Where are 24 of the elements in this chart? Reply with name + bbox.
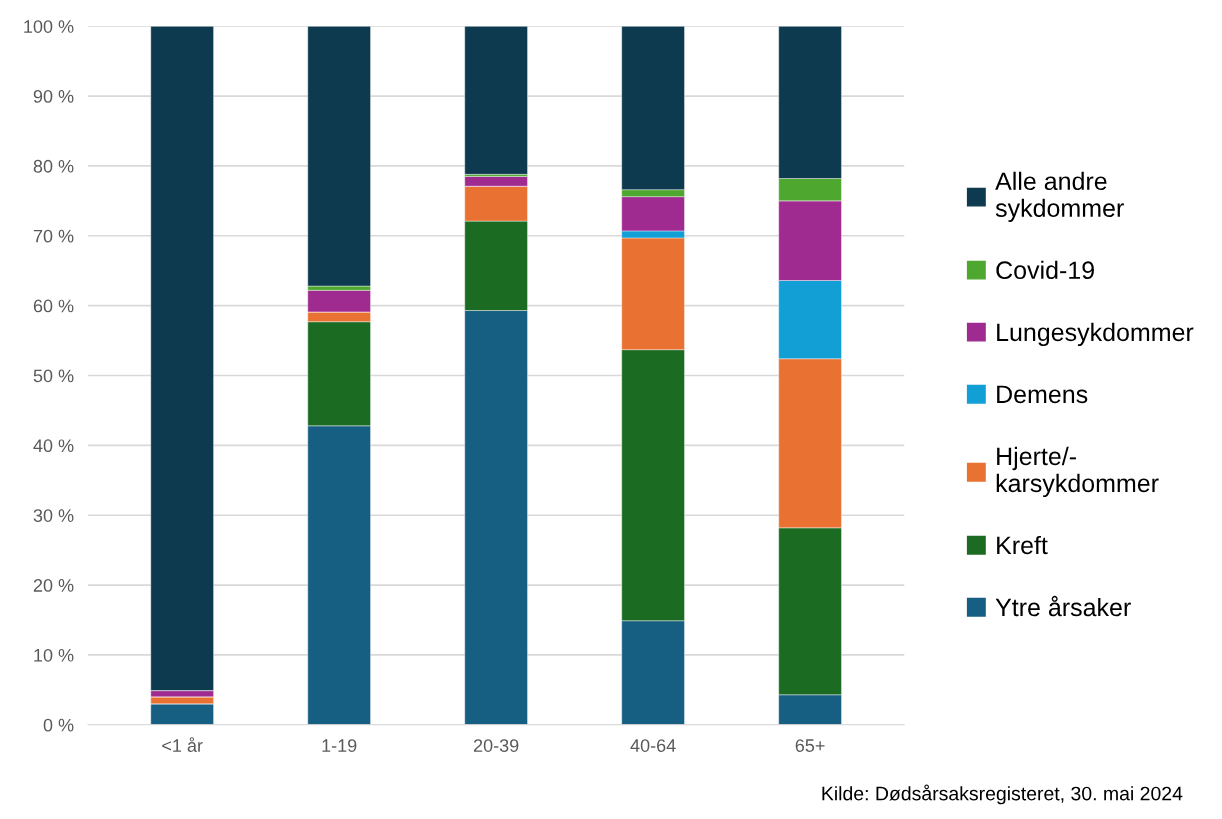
y-tick-label: 50 % bbox=[33, 369, 74, 383]
x-tick-label: 1-19 bbox=[322, 739, 357, 752]
y-tick-label: 90 % bbox=[33, 90, 74, 103]
y-tick-label: 10 % bbox=[34, 648, 74, 662]
legend-label: Covid-19 bbox=[996, 260, 1094, 280]
x-tick-label: 40-64 bbox=[630, 739, 676, 752]
legend-label: Kreft bbox=[997, 535, 1048, 555]
y-tick-label: 100 % bbox=[24, 20, 74, 33]
legend-label: Alle andre sykdommer bbox=[995, 171, 1124, 222]
y-tick-label: 80 % bbox=[33, 159, 74, 173]
y-tick-label: 30 % bbox=[33, 509, 74, 522]
y-tick-label: 60 % bbox=[33, 299, 74, 313]
x-tick-label: 65+ bbox=[795, 739, 825, 752]
x-tick-label: <1 år bbox=[162, 737, 203, 752]
x-tick-label: 20-39 bbox=[473, 739, 519, 752]
legend-label: Ytre årsaker bbox=[995, 595, 1131, 617]
legend-label: Hjerte/-karsykdommer bbox=[996, 446, 1159, 498]
legend-label: Demens bbox=[997, 385, 1088, 404]
y-tick-label: 20 % bbox=[33, 579, 74, 592]
text: Kilde: Dødsårsaksregisteret, 30. mai 2024 bbox=[822, 784, 1183, 805]
y-tick-label: 0 % bbox=[43, 718, 74, 732]
y-tick-label: 70 % bbox=[33, 229, 74, 243]
legend-label: Lungesykdommer bbox=[997, 322, 1194, 347]
y-tick-label: 40 % bbox=[33, 439, 74, 453]
